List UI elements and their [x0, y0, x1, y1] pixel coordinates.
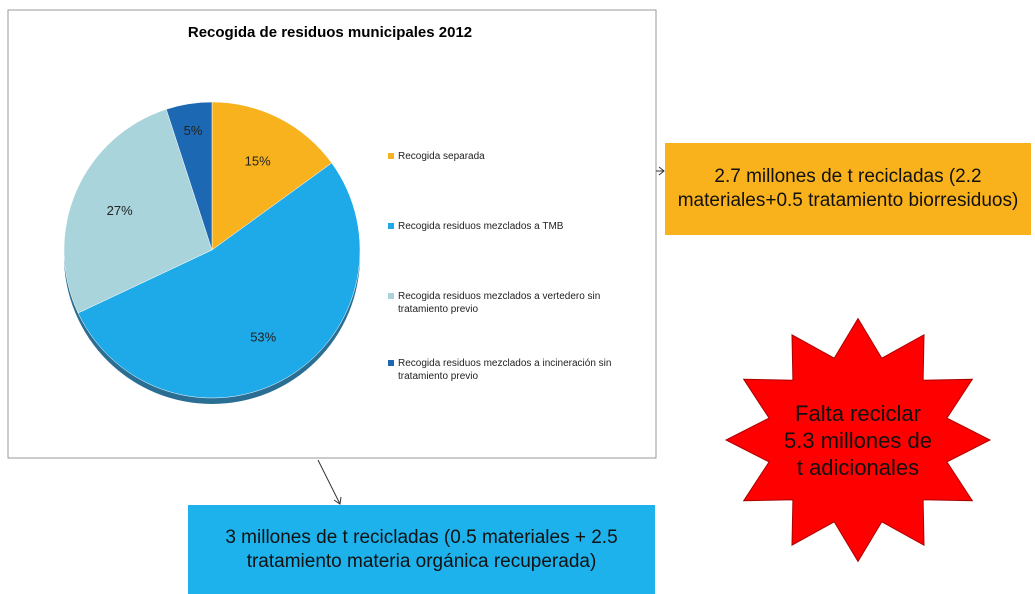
pie-slice	[165, 101, 213, 251]
star-shape	[724, 317, 992, 563]
legend-label: Recogida residuos mezclados a incineraci…	[398, 358, 612, 382]
legend-swatch	[388, 293, 394, 299]
legend-label: Recogida residuos mezclados a TMB	[398, 221, 564, 232]
arrow-head	[333, 496, 342, 505]
star-text: Falta reciclar 5.3 millones de t adicion…	[784, 400, 932, 480]
pie-slice	[63, 108, 213, 314]
arrow-head	[658, 166, 665, 176]
data-label: 15%	[245, 153, 271, 168]
legend-swatch	[388, 360, 394, 366]
arrow	[317, 459, 341, 505]
callout-box: 3 millones de t recicladas (0.5 material…	[188, 505, 655, 594]
pie-slice	[211, 101, 333, 251]
data-label: 27%	[107, 203, 133, 218]
legend-swatch	[388, 223, 394, 229]
pie-slice	[77, 162, 361, 399]
chart-title: Recogida de residuos municipales 2012	[188, 24, 472, 41]
data-label: 5%	[184, 123, 203, 138]
legend-label: Recogida residuos mezclados a vertedero …	[398, 291, 601, 315]
legend-label: Recogida separada	[398, 151, 485, 162]
data-label: 53%	[250, 330, 276, 345]
callout-box: 2.7 millones de t recicladas (2.2 materi…	[665, 143, 1031, 235]
legend-swatch	[388, 153, 394, 159]
